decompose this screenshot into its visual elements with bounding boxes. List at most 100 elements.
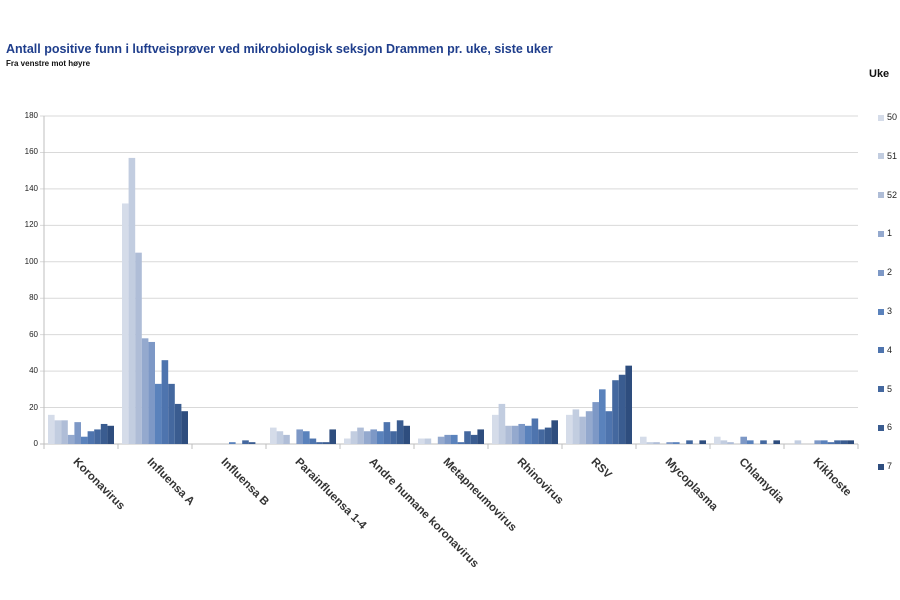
bar [747, 440, 754, 444]
legend-swatch-icon [878, 386, 884, 393]
bar [174, 403, 182, 444]
bar [74, 422, 81, 444]
y-tick-label: 0 [33, 439, 38, 448]
bar [181, 411, 188, 444]
bar [821, 440, 828, 444]
bar [477, 429, 484, 444]
y-tick-label: 60 [29, 329, 38, 339]
bar [840, 440, 848, 444]
bar [309, 438, 317, 444]
bar [107, 425, 114, 444]
bar [612, 380, 619, 444]
bar [625, 365, 632, 444]
y-tick-label: 40 [29, 366, 38, 376]
bar [418, 438, 425, 444]
legend-swatch-icon [878, 308, 884, 315]
legend-item: 3 [878, 306, 892, 316]
y-tick-label: 140 [24, 183, 38, 193]
bar [67, 434, 75, 444]
bar [444, 434, 451, 444]
bar [740, 436, 747, 444]
legend-swatch-icon [878, 347, 884, 354]
bar [48, 414, 55, 444]
chart-subtitle: Fra venstre mot høyre [6, 59, 91, 68]
bar [296, 429, 303, 444]
y-tick-label: 100 [24, 256, 38, 266]
bar [357, 427, 364, 444]
bar [377, 431, 384, 444]
bar [794, 440, 802, 444]
bar [538, 429, 545, 444]
bar [155, 383, 162, 444]
bar [87, 431, 95, 444]
bar [566, 414, 573, 444]
legend-item: 52 [878, 190, 897, 200]
bar [390, 431, 397, 444]
bar [847, 440, 854, 444]
bar [525, 425, 532, 444]
bar [322, 442, 330, 444]
bar [396, 420, 404, 444]
bar [270, 427, 277, 444]
bar [470, 434, 478, 444]
bar [148, 341, 155, 444]
bar [370, 429, 377, 444]
bar [161, 360, 169, 444]
legend-swatch-icon [878, 153, 884, 160]
legend-item: 2 [878, 267, 892, 277]
bar [350, 431, 358, 444]
chart-title: Antall positive funn i luftveisprøver ve… [6, 42, 553, 56]
bar [229, 442, 236, 444]
bar [329, 429, 336, 444]
legend-item: 6 [878, 422, 892, 432]
bar [498, 403, 506, 444]
legend-swatch-icon [878, 463, 884, 470]
bar [511, 425, 519, 444]
bar [686, 440, 693, 444]
legend-label: 6 [887, 422, 893, 433]
bar [720, 440, 728, 444]
legend-item: 50 [878, 112, 897, 122]
bar [403, 425, 410, 444]
bar [773, 440, 780, 444]
bar [653, 442, 660, 444]
bar [834, 440, 841, 444]
bar [618, 374, 626, 444]
bar [673, 442, 680, 444]
bar [505, 425, 512, 444]
bar [585, 411, 593, 444]
bar [248, 442, 256, 444]
bar [666, 442, 673, 444]
legend-swatch-icon [878, 114, 884, 121]
bar [551, 420, 558, 444]
bar [699, 440, 706, 444]
bar [283, 434, 290, 444]
legend-label: 2 [887, 267, 893, 278]
bar [61, 420, 68, 444]
bar [81, 436, 88, 444]
bar [122, 203, 129, 444]
bar [383, 422, 391, 444]
bar [814, 440, 821, 444]
y-tick-label: 80 [29, 293, 38, 303]
bar [168, 383, 175, 444]
legend-swatch-icon [878, 231, 884, 238]
y-tick-label: 180 [24, 111, 38, 120]
bar [100, 423, 108, 444]
bar [141, 338, 149, 444]
bar [579, 416, 586, 444]
legend-label: 50 [887, 112, 898, 122]
bar [605, 411, 613, 444]
legend-swatch-icon [878, 192, 884, 199]
legend-label: 7 [887, 461, 893, 472]
bar [640, 436, 647, 444]
legend-label: 52 [887, 189, 898, 200]
legend-item: 4 [878, 345, 892, 355]
bar [464, 431, 471, 444]
bar [451, 434, 458, 444]
bar [128, 157, 136, 444]
legend-swatch-icon [878, 269, 884, 276]
legend-label: 5 [887, 383, 893, 394]
legend-swatch-icon [878, 425, 884, 432]
bar [94, 429, 101, 444]
